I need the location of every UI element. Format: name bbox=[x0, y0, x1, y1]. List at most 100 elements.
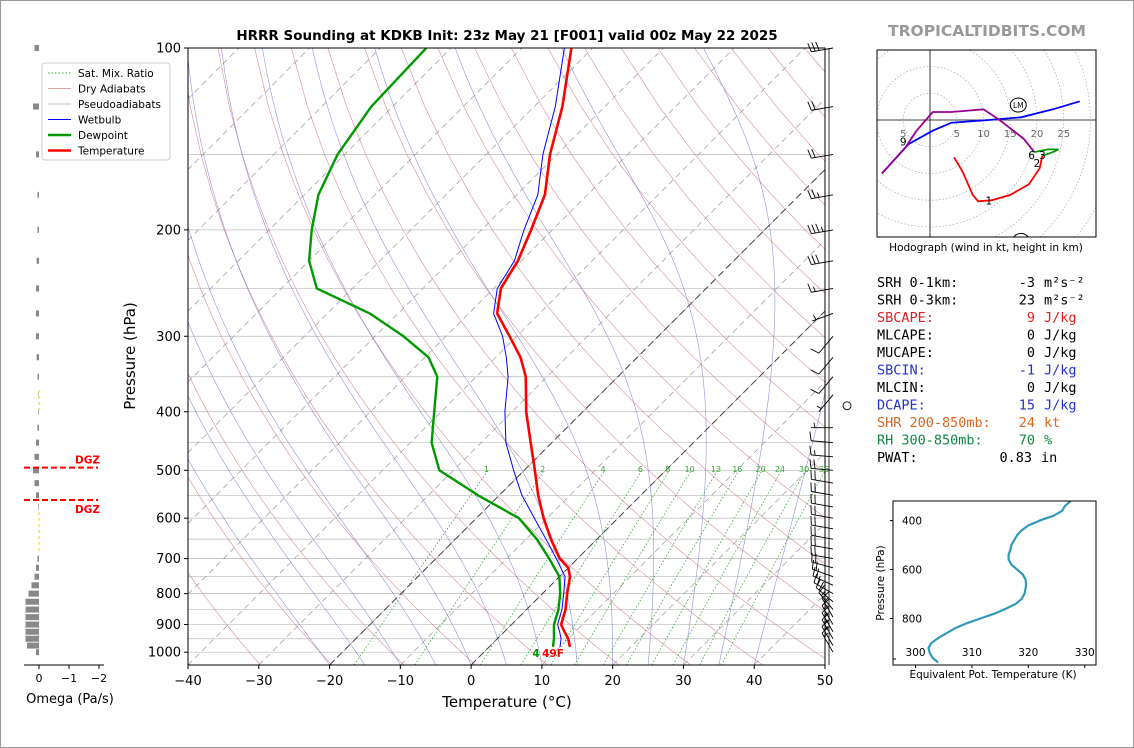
theta-e-x-tick-label: 330 bbox=[1075, 647, 1095, 659]
index-label: MLCAPE: bbox=[877, 328, 934, 344]
index-value: 9 bbox=[1027, 310, 1035, 326]
index-label: SBCAPE: bbox=[877, 310, 934, 326]
index-unit: J/kg bbox=[1044, 328, 1077, 344]
skewt-profiles bbox=[307, 48, 573, 648]
wind-barb bbox=[821, 606, 834, 632]
pseudo-adiabat bbox=[753, 391, 825, 665]
hodo-segment-upper bbox=[881, 100, 1081, 175]
theta-e-x-tick-label: 300 bbox=[906, 647, 926, 659]
index-unit: J/kg bbox=[1044, 345, 1077, 361]
y-tick-label: 100 bbox=[156, 42, 181, 57]
theta-e-y-tick-label: 600 bbox=[902, 565, 922, 577]
wind-barb bbox=[816, 394, 834, 412]
dry-adiabat bbox=[804, 48, 825, 73]
mixing-ratio-label: 6 bbox=[638, 465, 643, 474]
mixing-ratio-line bbox=[414, 470, 545, 665]
pseudo-adiabat bbox=[311, 48, 578, 665]
omega-bar bbox=[33, 103, 39, 110]
index-label: MLCIN: bbox=[877, 380, 926, 396]
index-unit: m²s⁻² bbox=[1044, 275, 1085, 291]
indices-table: SRH 0-1km: -3 m²s⁻² SRH 0-3km: 23 m²s⁻² SBCAPE… bbox=[877, 275, 1085, 466]
hodo-height-label: 1 bbox=[986, 195, 993, 207]
dry-adiabat bbox=[474, 48, 825, 473]
index-unit: kt bbox=[1044, 415, 1060, 431]
wind-barb bbox=[807, 189, 834, 200]
hodo-height-label: 3 bbox=[1039, 150, 1046, 162]
hodograph-caption: Hodograph (wind in kt, height in km) bbox=[889, 242, 1083, 254]
wind-barb bbox=[818, 585, 834, 610]
index-unit: m²s⁻² bbox=[1044, 293, 1085, 309]
pseudo-adiabat bbox=[188, 321, 401, 665]
mixing-ratio-line bbox=[353, 470, 489, 665]
surface-temperature-label: 49F bbox=[542, 648, 564, 660]
omega-bar bbox=[36, 257, 39, 264]
omega-bar bbox=[36, 649, 39, 656]
theta-e-plot bbox=[927, 501, 1072, 664]
wind-barb bbox=[810, 470, 834, 484]
hodo-ring-label: 20 bbox=[1031, 129, 1044, 140]
hodo-marker-circle bbox=[1013, 232, 1029, 237]
pseudo-adiabat bbox=[221, 48, 507, 665]
isotherm bbox=[753, 593, 825, 665]
legend-label: Dewpoint bbox=[78, 130, 128, 142]
omega-bar bbox=[25, 635, 39, 642]
hodo-ring-label: 15 bbox=[1004, 129, 1017, 140]
wind-barb bbox=[821, 613, 834, 639]
mixing-ratio-line bbox=[626, 470, 740, 665]
wind-barb bbox=[810, 505, 834, 519]
omega-bar bbox=[33, 467, 39, 474]
x-tick-label: 10 bbox=[534, 674, 551, 689]
mixing-ratio-line bbox=[550, 470, 670, 665]
mixing-ratio-line bbox=[672, 470, 782, 665]
dry-adiabat bbox=[401, 48, 825, 565]
wind-barb bbox=[809, 445, 834, 458]
y-tick-label: 200 bbox=[156, 223, 181, 238]
wind-barb bbox=[810, 356, 834, 375]
hodo-ring-label: 5 bbox=[900, 129, 906, 140]
wind-barb bbox=[807, 100, 834, 111]
temperature-profile bbox=[495, 48, 573, 648]
y-tick-label: 700 bbox=[156, 552, 181, 567]
index-value: 24 bbox=[1019, 415, 1035, 431]
legend-label: Temperature bbox=[77, 145, 145, 157]
omega-bar bbox=[25, 614, 39, 621]
index-label: SRH 0-3km: bbox=[877, 293, 958, 309]
dry-adiabat bbox=[188, 254, 476, 665]
index-value: 0.83 bbox=[999, 450, 1032, 466]
mixing-ratio-label: 20 bbox=[756, 465, 766, 474]
index-value: 15 bbox=[1019, 398, 1035, 414]
x-tick-label: 40 bbox=[746, 674, 763, 689]
hodograph-frame bbox=[876, 49, 1097, 238]
omega-bar bbox=[36, 285, 39, 292]
surface-dewpoint-label: 4 bbox=[532, 648, 539, 660]
legend-label: Pseudoadiabats bbox=[78, 99, 161, 111]
mixing-ratio-line bbox=[520, 470, 643, 665]
wind-barb bbox=[812, 566, 834, 586]
dry-adiabat bbox=[511, 48, 825, 428]
wind-barb bbox=[811, 559, 834, 578]
y-tick-label: 600 bbox=[156, 512, 181, 527]
omega-tick-label: −1 bbox=[61, 672, 77, 685]
y-tick-label: 800 bbox=[156, 587, 181, 602]
wind-barb bbox=[807, 254, 834, 266]
index-value: 0 bbox=[1027, 328, 1035, 344]
y-tick-label: 1000 bbox=[148, 646, 181, 661]
mixing-ratio-line bbox=[479, 470, 606, 665]
skewt-xlabel: Temperature (°C) bbox=[441, 693, 571, 711]
skewt-ylabel: Pressure (hPa) bbox=[121, 302, 139, 410]
hodo-segment-0-3km bbox=[953, 155, 1044, 203]
wind-barb bbox=[810, 536, 834, 550]
hodo-marker-circle bbox=[1009, 97, 1027, 113]
omega-bar bbox=[25, 598, 39, 605]
mixing-ratio-label: 1 bbox=[484, 465, 489, 474]
wind-barb bbox=[810, 545, 834, 560]
omega-bar bbox=[36, 333, 39, 340]
dry-adiabat bbox=[547, 48, 825, 383]
watermark: TROPICALTIDBITS.COM bbox=[888, 22, 1086, 40]
omega-bar bbox=[36, 354, 39, 361]
wind-barb bbox=[810, 335, 834, 354]
x-tick-label: −10 bbox=[387, 674, 414, 689]
omega-bar bbox=[36, 564, 39, 571]
theta-e-y-tick-label: 400 bbox=[902, 516, 922, 528]
